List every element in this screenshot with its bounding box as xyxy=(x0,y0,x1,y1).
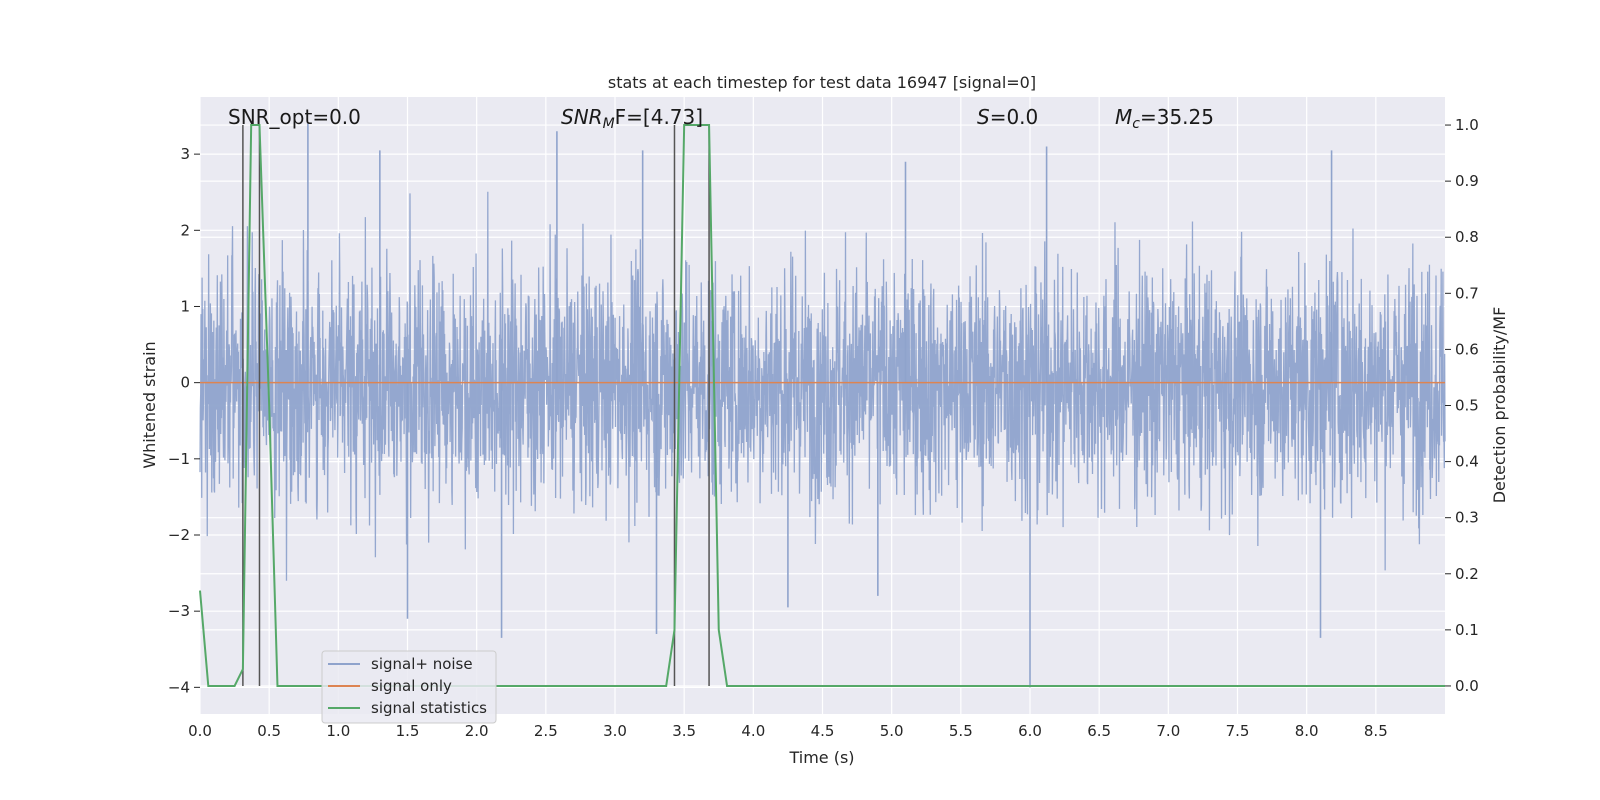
y-axis-label: Whitened strain xyxy=(140,341,159,468)
x-tick-label: 8.0 xyxy=(1295,722,1319,740)
x-tick-label: 3.0 xyxy=(603,722,627,740)
x-tick-label: 2.0 xyxy=(465,722,489,740)
y-tick-label: −3 xyxy=(168,602,190,620)
y-tick-label: 1 xyxy=(180,297,190,315)
annotation-mc: Mc=35.25 xyxy=(1115,105,1214,132)
y2-tick-label: 0.4 xyxy=(1455,453,1479,471)
y-tick-label: −4 xyxy=(168,678,190,696)
x-tick-label: 6.0 xyxy=(1018,722,1042,740)
y-tick-label: 3 xyxy=(180,145,190,163)
y2-tick-label: 0.8 xyxy=(1455,228,1479,246)
x-tick-label: 1.5 xyxy=(396,722,420,740)
annotation-snr-opt: SNR_opt=0.0 xyxy=(228,105,361,129)
annotation-snr-mf: SNRMF=[4.73] xyxy=(561,105,703,132)
x-tick-label: 0.0 xyxy=(188,722,212,740)
y2-tick-label: 0.1 xyxy=(1455,621,1479,639)
x-tick-label: 3.5 xyxy=(672,722,696,740)
signal-noise-series xyxy=(199,123,1446,688)
y2-axis-ticks: 0.0 0.1 0.2 0.3 0.4 0.5 0.6 0.7 0.8 0.9 1.0 xyxy=(1445,116,1479,695)
y2-tick-label: 0.6 xyxy=(1455,340,1479,358)
legend-label-stats: signal statistics xyxy=(371,699,487,717)
mc-symbol: M xyxy=(1115,105,1132,129)
y2-tick-label: 0.3 xyxy=(1455,509,1479,527)
x-tick-label: 5.0 xyxy=(880,722,904,740)
y-tick-label: 2 xyxy=(180,221,190,239)
y2-tick-label: 0.7 xyxy=(1455,284,1479,302)
legend-label-noise: signal+ noise xyxy=(371,655,473,673)
x-tick-label: 1.0 xyxy=(326,722,350,740)
y2-axis-label: Detection probability/MF xyxy=(1490,307,1509,504)
legend-box xyxy=(321,650,497,724)
snr-mf-subscript: M xyxy=(603,116,615,132)
mc-value: =35.25 xyxy=(1140,105,1214,129)
x-tick-label: 4.0 xyxy=(741,722,765,740)
y2-tick-label: 0.9 xyxy=(1455,172,1479,190)
grid xyxy=(199,97,1445,714)
x-tick-label: 4.5 xyxy=(811,722,835,740)
y-tick-label: 0 xyxy=(180,374,190,392)
y2-tick-label: 0.0 xyxy=(1455,677,1479,695)
s-symbol: S xyxy=(977,105,990,129)
y2-tick-label: 1.0 xyxy=(1455,116,1479,134)
x-tick-label: 5.5 xyxy=(949,722,973,740)
snr-mf-value: F=[4.73] xyxy=(615,105,703,129)
y-axis-ticks: −4 −3 −2 −1 0 1 2 3 xyxy=(168,145,200,696)
legend-label-signal: signal only xyxy=(371,677,452,695)
y2-tick-label: 0.2 xyxy=(1455,565,1479,583)
s-value: =0.0 xyxy=(990,105,1039,129)
x-tick-label: 7.5 xyxy=(1226,722,1250,740)
annotation-s: S=0.0 xyxy=(977,105,1038,129)
y-tick-label: −1 xyxy=(168,450,190,468)
x-tick-label: 6.5 xyxy=(1087,722,1111,740)
mc-subscript: c xyxy=(1132,116,1140,132)
chart-title: stats at each timestep for test data 169… xyxy=(608,73,1036,92)
noise-line xyxy=(199,191,1446,581)
x-tick-label: 2.5 xyxy=(534,722,558,740)
x-tick-label: 7.0 xyxy=(1156,722,1180,740)
y2-tick-label: 0.5 xyxy=(1455,397,1479,415)
x-tick-label: 0.5 xyxy=(257,722,281,740)
snr-mf-symbol: SNR xyxy=(561,105,603,129)
legend: signal+ noise signal only signal statist… xyxy=(321,650,497,724)
y-tick-label: −2 xyxy=(168,526,190,544)
x-tick-label: 8.5 xyxy=(1364,722,1388,740)
x-axis-label: Time (s) xyxy=(788,748,854,767)
x-axis-ticks: 0.0 0.5 1.0 1.5 2.0 2.5 3.0 3.5 4.0 4.5 5.0 5.5 6.0 6… xyxy=(188,722,1388,740)
